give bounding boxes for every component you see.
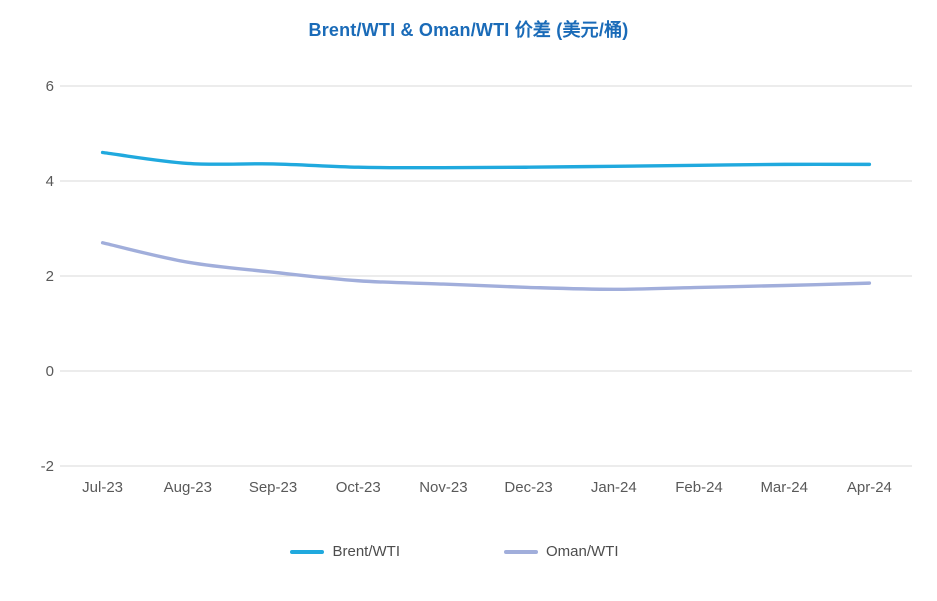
x-axis-tick-label: Mar-24 bbox=[760, 479, 808, 496]
x-axis-tick-label: Jul-23 bbox=[82, 479, 123, 496]
y-axis-tick-label: -2 bbox=[41, 458, 54, 475]
legend-item-brent-wti: Brent/WTI bbox=[290, 543, 400, 560]
series-line-brent-wti bbox=[100, 150, 872, 170]
y-axis-tick-label: 0 bbox=[46, 363, 54, 380]
legend-label: Oman/WTI bbox=[546, 543, 619, 560]
y-axis-tick-label: 6 bbox=[46, 78, 54, 95]
x-axis-tick-label: Feb-24 bbox=[675, 479, 723, 496]
chart-title: Brent/WTI & Oman/WTI 价差 (美元/桶) bbox=[308, 20, 629, 40]
x-axis-tick-label: Jan-24 bbox=[591, 479, 637, 496]
x-axis-tick-label: Aug-23 bbox=[164, 479, 212, 496]
x-axis-tick-label: Sep-23 bbox=[249, 479, 297, 496]
chart-legend: Brent/WTI Oman/WTI bbox=[0, 543, 923, 560]
y-axis-tick-label: 4 bbox=[46, 173, 54, 190]
legend-line-swatch-brent bbox=[290, 549, 325, 554]
series-line-oman-wti bbox=[100, 241, 872, 291]
x-axis-tick-label: Apr-24 bbox=[847, 479, 892, 496]
legend-label: Brent/WTI bbox=[332, 543, 400, 560]
legend-item-oman-wti: Oman/WTI bbox=[504, 543, 619, 560]
x-axis-tick-label: Oct-23 bbox=[336, 479, 381, 496]
x-axis-tick-label: Nov-23 bbox=[419, 479, 467, 496]
legend-line-swatch-oman bbox=[504, 549, 538, 554]
x-axis-tick-label: Dec-23 bbox=[504, 479, 552, 496]
y-axis-tick-label: 2 bbox=[46, 268, 54, 285]
